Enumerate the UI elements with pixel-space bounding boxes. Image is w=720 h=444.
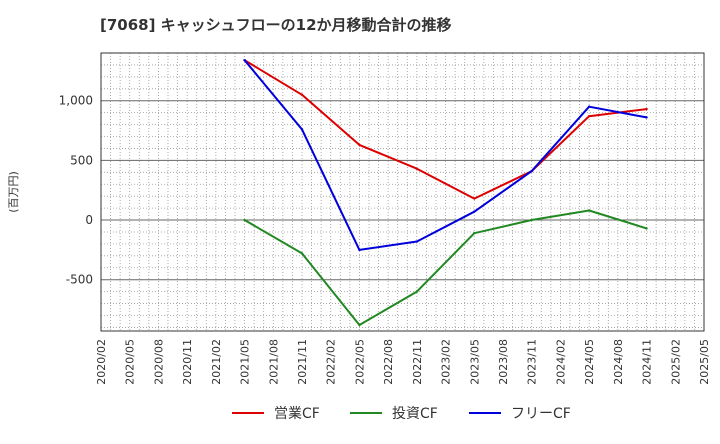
x-tick-label: 2021/08 — [267, 339, 280, 385]
x-tick-label-group: 2022/02 — [325, 339, 338, 385]
y-tick-label: 1,000 — [59, 94, 93, 108]
y-tick-label: -500 — [66, 273, 93, 287]
x-tick-label-group: 2020/11 — [181, 339, 194, 385]
grid-layer — [101, 52, 704, 331]
x-tick-label-group: 2021/08 — [267, 339, 280, 385]
x-tick-label: 2024/02 — [554, 339, 567, 385]
plot-area — [101, 53, 704, 331]
x-tick-label-group: 2022/05 — [353, 339, 366, 385]
x-tick-label-group: 2023/11 — [526, 339, 539, 385]
data-point — [415, 290, 419, 293]
x-tick-label: 2020/11 — [181, 339, 194, 385]
x-tick-label-group: 2020/08 — [152, 339, 165, 385]
x-tick-label-group: 2024/02 — [554, 339, 567, 385]
x-tick-label: 2023/08 — [497, 339, 510, 385]
data-point — [473, 197, 476, 200]
x-tick-label: 2023/02 — [440, 339, 453, 385]
x-tick-label: 2022/02 — [325, 339, 338, 385]
x-tick-label: 2020/05 — [124, 339, 137, 385]
x-tick-label: 2021/05 — [239, 339, 252, 385]
data-point — [645, 107, 648, 111]
x-tick-label: 2024/11 — [641, 339, 654, 385]
x-tick-label-group: 2024/11 — [641, 339, 654, 385]
x-tick-label: 2022/11 — [411, 339, 424, 385]
data-point — [587, 105, 591, 108]
x-tick-label-group: 2025/02 — [669, 339, 682, 385]
series-layer — [243, 58, 648, 327]
x-tick-label: 2020/02 — [95, 339, 108, 385]
data-point — [473, 210, 476, 213]
data-point — [243, 58, 246, 62]
data-point — [358, 248, 361, 252]
x-tick-label: 2022/08 — [382, 339, 395, 385]
chart-title: [7068] キャッシュフローの12か月移動合計の推移 — [100, 16, 452, 34]
x-tick-label-group: 2024/05 — [583, 339, 596, 385]
legend-label-0: 営業CF — [274, 406, 320, 422]
data-point — [587, 115, 591, 118]
x-tick-label: 2023/11 — [526, 339, 539, 385]
x-tick-label-group: 2024/08 — [612, 339, 625, 385]
x-tick-label: 2024/08 — [612, 339, 625, 385]
x-tick-label-group: 2020/05 — [124, 339, 137, 385]
data-point — [300, 252, 304, 255]
x-tick-label: 2020/08 — [152, 339, 165, 385]
data-point — [415, 240, 419, 243]
series-line-2 — [243, 59, 647, 251]
plot-frame — [100, 52, 705, 332]
axis-layer: -500 0 500 1,000 2020/02 2020/05 2020/08 2020/1… — [7, 52, 711, 385]
series-line-0 — [244, 59, 647, 200]
series-line-1 — [244, 209, 647, 326]
data-point — [300, 93, 304, 96]
x-tick-label: 2025/05 — [698, 339, 711, 385]
data-point — [645, 227, 648, 230]
data-point — [300, 128, 304, 131]
y-tick-label: 500 — [70, 153, 93, 167]
x-tick-label: 2021/02 — [210, 339, 223, 385]
data-point — [645, 116, 648, 119]
data-point — [530, 169, 533, 173]
data-point — [358, 143, 361, 147]
x-tick-label-group: 2023/08 — [497, 339, 510, 385]
data-point — [530, 218, 533, 222]
legend-label-2: フリーCF — [511, 406, 571, 422]
y-tick-label: 0 — [85, 213, 93, 227]
y-axis-label-group: (百万円) — [7, 171, 20, 213]
data-point — [587, 209, 591, 212]
data-point — [243, 218, 246, 222]
data-point — [358, 323, 361, 327]
x-tick-label-group: 2023/05 — [468, 339, 481, 385]
x-tick-label-group: 2021/05 — [239, 339, 252, 385]
x-tick-label-group: 2022/11 — [411, 339, 424, 385]
y-axis-label: (百万円) — [7, 171, 20, 213]
x-tick-label-group: 2021/11 — [296, 339, 309, 385]
x-tick-label-group: 2025/05 — [698, 339, 711, 385]
x-tick-label: 2023/05 — [468, 339, 481, 385]
x-tick-label-group: 2020/02 — [95, 339, 108, 385]
data-point — [415, 167, 419, 170]
x-tick-label: 2024/05 — [583, 339, 596, 385]
data-point — [473, 231, 476, 235]
x-tick-label: 2022/05 — [353, 339, 366, 385]
x-tick-label-group: 2023/02 — [440, 339, 453, 385]
legend-label-1: 投資CF — [392, 406, 438, 422]
x-tick-label: 2025/02 — [669, 339, 682, 385]
x-tick-label-group: 2021/02 — [210, 339, 223, 385]
x-tick-label-group: 2022/08 — [382, 339, 395, 385]
legend: 営業CF 投資CF フリーCF — [232, 406, 571, 422]
x-tick-label: 2021/11 — [296, 339, 309, 385]
